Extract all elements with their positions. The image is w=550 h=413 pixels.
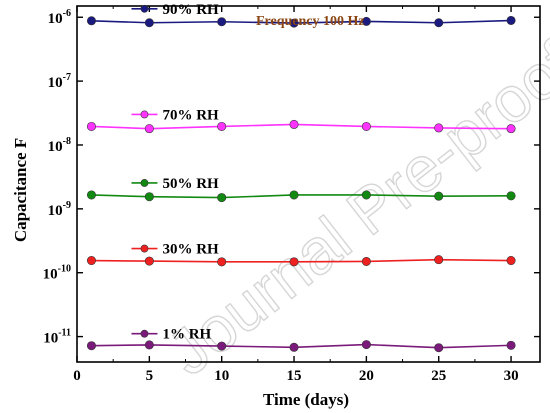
data-point — [506, 256, 516, 266]
data-point — [86, 190, 96, 200]
plot-frame — [76, 5, 541, 363]
data-point — [217, 257, 227, 267]
series-label: 1% RH — [162, 327, 211, 343]
series-label-marker — [140, 110, 149, 119]
series-line — [91, 343, 512, 349]
axes — [76, 5, 541, 363]
data-point — [434, 123, 444, 133]
y-tick-label: 10-10 — [43, 264, 71, 283]
data-point — [289, 342, 299, 352]
series-label-marker — [140, 329, 149, 338]
x-tick-label: 0 — [73, 368, 81, 384]
series-50-rh: 50% RH — [86, 176, 516, 203]
data-point — [144, 256, 154, 266]
data-point — [217, 341, 227, 351]
data-point — [434, 255, 444, 265]
data-point — [86, 256, 96, 266]
y-tick-label: 10-9 — [48, 200, 71, 219]
y-tick-label: 10-7 — [48, 72, 71, 91]
y-tick-label: 10-11 — [43, 328, 71, 347]
data-point — [506, 124, 516, 134]
y-axis-ticks: 10-11 10-10 10-9 10-8 10-7 10-6 — [43, 8, 540, 347]
series-label: 50% RH — [162, 176, 219, 192]
series-70-rh: 70% RH — [86, 107, 516, 134]
x-tick-label: 30 — [504, 368, 519, 384]
y-tick-label: 10-8 — [48, 136, 71, 155]
watermark: Journal Pre-proof — [154, 28, 550, 389]
data-point — [361, 256, 371, 266]
x-tick-label: 20 — [359, 368, 374, 384]
series-90-rh: 90% RH — [86, 2, 516, 28]
data-point — [361, 340, 371, 350]
data-point — [506, 191, 516, 201]
data-point — [217, 121, 227, 131]
series-30-rh: 30% RH — [86, 242, 516, 267]
data-point — [506, 340, 516, 350]
data-point — [361, 16, 371, 26]
x-axis-title: Time (days) — [263, 390, 349, 409]
series-label: 70% RH — [162, 107, 219, 123]
data-point — [434, 18, 444, 28]
series-label: 30% RH — [162, 242, 219, 258]
x-tick-label: 5 — [146, 368, 154, 384]
data-point — [361, 190, 371, 200]
data-point — [86, 341, 96, 351]
series-1-rh: 1% RH — [86, 327, 516, 353]
series-line — [91, 194, 512, 199]
data-point — [144, 124, 154, 134]
data-point — [434, 191, 444, 201]
x-tick-label: 25 — [431, 368, 446, 384]
series-label: 90% RH — [162, 2, 219, 18]
data-point — [506, 15, 516, 25]
data-point — [217, 193, 227, 203]
data-point — [144, 192, 154, 202]
y-axis-title: Capacitance F — [11, 138, 30, 242]
data-point — [434, 343, 444, 353]
x-tick-label: 10 — [214, 368, 229, 384]
data-point — [289, 119, 299, 129]
series-label-marker — [140, 244, 149, 253]
data-point — [289, 190, 299, 200]
data-point — [289, 257, 299, 267]
data-point — [86, 16, 96, 26]
data-point — [289, 18, 299, 28]
data-point — [144, 18, 154, 28]
frequency-annotation: Frequency 100 Hz — [256, 14, 365, 29]
data-point — [361, 121, 371, 131]
series-label-marker — [140, 4, 149, 13]
series-label-marker — [140, 179, 149, 187]
x-tick-label: 15 — [287, 368, 302, 384]
data-point — [86, 121, 96, 131]
data-point — [144, 340, 154, 350]
data-point — [217, 17, 227, 27]
plot-area: 90% RH 70% RH 50% RH 30% RH 1% RH — [86, 2, 516, 353]
y-tick-label: 10-6 — [48, 8, 71, 27]
